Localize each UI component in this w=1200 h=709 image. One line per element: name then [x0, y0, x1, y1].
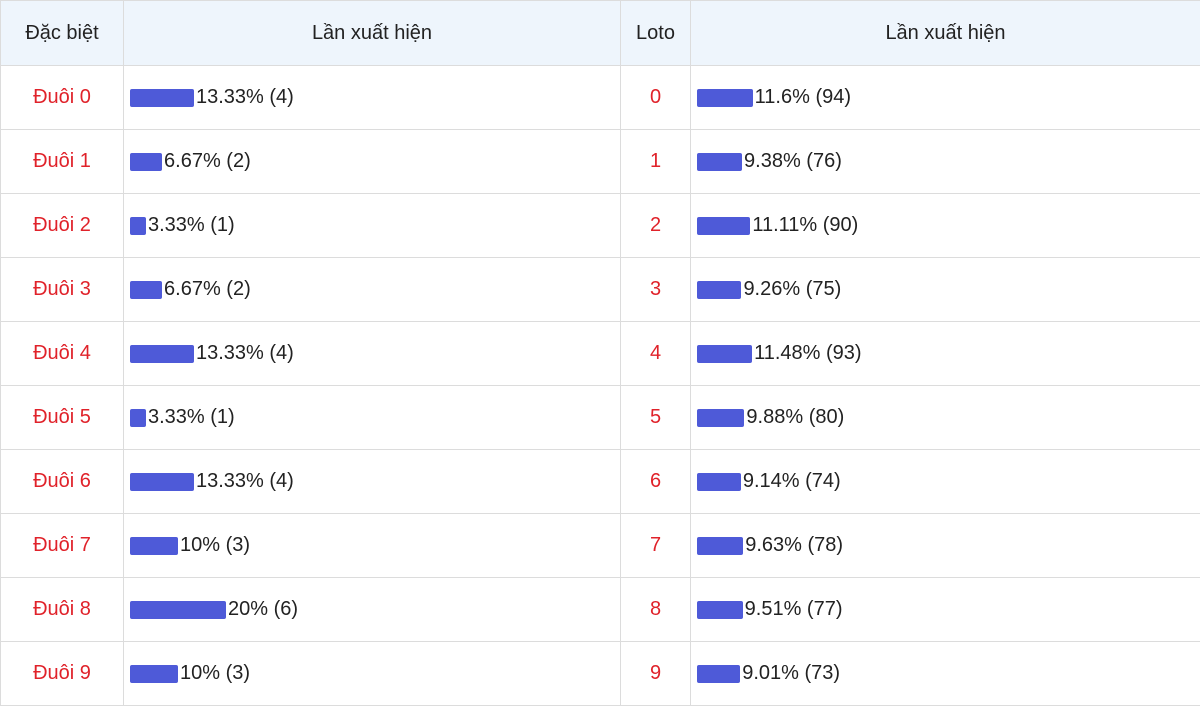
bar: [130, 472, 194, 491]
bar-cell: 13.33% (4): [123, 449, 621, 514]
bar-label: 3.33% (1): [147, 214, 235, 237]
bar-cell: 13.33% (4): [123, 321, 621, 386]
bar-label: 11.48% (93): [754, 342, 862, 365]
special-label: Đuôi 2: [0, 193, 124, 258]
bar: [697, 472, 741, 491]
bar: [697, 536, 744, 555]
bar-label: 6.67% (2): [164, 150, 251, 173]
bar-label: 13.33% (4): [195, 342, 294, 365]
bar-cell: 9.88% (80): [690, 385, 1200, 450]
special-label: Đuôi 5: [0, 385, 124, 450]
header-row: Đặc biệt Lần xuất hiện Loto Lần xuất hiệ…: [0, 0, 1200, 66]
special-label: Đuôi 3: [0, 257, 124, 322]
bar-label: 9.14% (74): [742, 470, 841, 493]
loto-label: 2: [620, 193, 691, 258]
loto-label: 0: [620, 65, 691, 130]
special-label: Đuôi 6: [0, 449, 124, 514]
bar-label: 13.33% (4): [195, 86, 294, 109]
special-label: Đuôi 8: [0, 577, 124, 642]
bar-label: 10% (3): [180, 534, 251, 557]
bar-cell: 3.33% (1): [123, 193, 621, 258]
bar-label: 9.51% (77): [744, 598, 843, 621]
row: Đuôi 1 6.67% (2) 1 9.38% (76): [0, 129, 1200, 194]
bar-label: 9.26% (75): [743, 278, 842, 301]
bar-label: 10% (3): [180, 662, 251, 685]
bar: [130, 216, 146, 235]
bar: [130, 408, 146, 427]
bar: [130, 600, 226, 619]
loto-label: 3: [620, 257, 691, 322]
header-cell: Lần xuất hiện: [690, 0, 1200, 66]
row: Đuôi 7 10% (3) 7 9.63% (78): [0, 513, 1200, 578]
loto-label: 7: [620, 513, 691, 578]
bar: [697, 344, 753, 363]
bar: [130, 664, 178, 683]
row: Đuôi 6 13.33% (4) 6 9.14% (74): [0, 449, 1200, 514]
row: Đuôi 0 13.33% (4) 0 11.6% (94): [0, 65, 1200, 130]
bar: [130, 344, 194, 363]
header-cell: Đặc biệt: [0, 0, 124, 66]
bar: [697, 408, 745, 427]
row: Đuôi 9 10% (3) 9 9.01% (73): [0, 641, 1200, 706]
row: Đuôi 4 13.33% (4) 4 11.48% (93): [0, 321, 1200, 386]
bar-cell: 3.33% (1): [123, 385, 621, 450]
bar-label: 11.6% (94): [754, 86, 852, 109]
bar-cell: 11.48% (93): [690, 321, 1200, 386]
row: Đuôi 3 6.67% (2) 3 9.26% (75): [0, 257, 1200, 322]
bar-cell: 9.63% (78): [690, 513, 1200, 578]
special-label: Đuôi 0: [0, 65, 124, 130]
special-label: Đuôi 4: [0, 321, 124, 386]
row: Đuôi 8 20% (6) 8 9.51% (77): [0, 577, 1200, 642]
bar: [130, 280, 163, 299]
bar: [697, 152, 743, 171]
table-body: Đuôi 0 13.33% (4) 0 11.6% (94) Đuôi 1 6.67% (…: [0, 65, 1200, 706]
bar-label: 9.88% (80): [746, 406, 845, 429]
bar: [697, 664, 741, 683]
bar-cell: 11.11% (90): [690, 193, 1200, 258]
loto-label: 9: [620, 641, 691, 706]
row: Đuôi 5 3.33% (1) 5 9.88% (80): [0, 385, 1200, 450]
loto-label: 4: [620, 321, 691, 386]
bar-cell: 10% (3): [123, 641, 621, 706]
bar-label: 9.38% (76): [744, 150, 842, 173]
bar: [697, 600, 743, 619]
bar: [697, 88, 753, 107]
header-cell: Loto: [620, 0, 691, 66]
loto-label: 5: [620, 385, 691, 450]
row: Đuôi 2 3.33% (1) 2 11.11% (90): [0, 193, 1200, 258]
bar-label: 9.63% (78): [745, 534, 844, 557]
bar-label: 3.33% (1): [147, 406, 235, 429]
bar-cell: 9.26% (75): [690, 257, 1200, 322]
bar: [130, 88, 194, 107]
bar-label: 13.33% (4): [195, 470, 294, 493]
loto-label: 1: [620, 129, 691, 194]
bar-cell: 6.67% (2): [123, 129, 621, 194]
special-label: Đuôi 7: [0, 513, 124, 578]
bar-cell: 10% (3): [123, 513, 621, 578]
bar-cell: 9.01% (73): [690, 641, 1200, 706]
bar-cell: 13.33% (4): [123, 65, 621, 130]
bar: [697, 280, 742, 299]
bar-cell: 6.67% (2): [123, 257, 621, 322]
loto-label: 8: [620, 577, 691, 642]
bar-cell: 20% (6): [123, 577, 621, 642]
bar-label: 20% (6): [228, 598, 299, 621]
bar-cell: 9.38% (76): [690, 129, 1200, 194]
header-cell: Lần xuất hiện: [123, 0, 621, 66]
bar-label: 6.67% (2): [164, 278, 251, 301]
bar-cell: 9.14% (74): [690, 449, 1200, 514]
bar-cell: 9.51% (77): [690, 577, 1200, 642]
special-label: Đuôi 9: [0, 641, 124, 706]
bar: [697, 216, 751, 235]
special-label: Đuôi 1: [0, 129, 124, 194]
bar: [130, 152, 163, 171]
bar-label: 11.11% (90): [752, 214, 859, 237]
bar: [130, 536, 178, 555]
loto-label: 6: [620, 449, 691, 514]
bar-cell: 11.6% (94): [690, 65, 1200, 130]
bar-label: 9.01% (73): [742, 662, 841, 685]
